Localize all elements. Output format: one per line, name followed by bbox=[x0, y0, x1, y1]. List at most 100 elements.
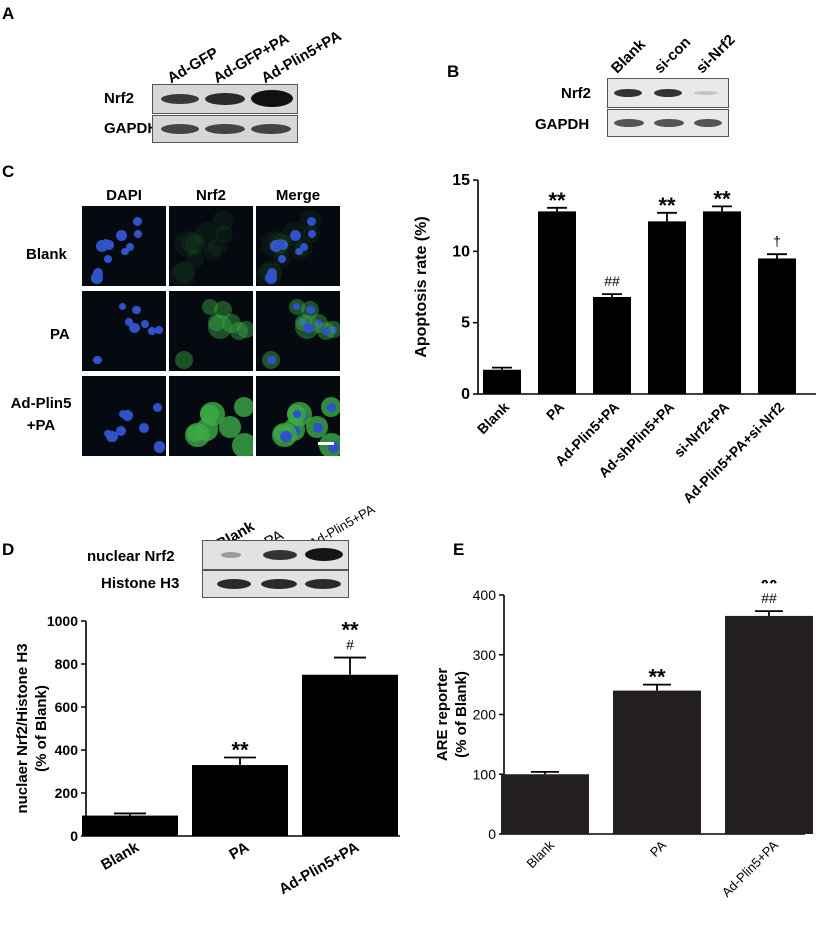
nucleus bbox=[106, 431, 118, 443]
nucleus bbox=[292, 302, 300, 310]
x-tick-label: PA bbox=[647, 837, 669, 859]
panel-c-col-nrf2: Nrf2 bbox=[195, 187, 226, 204]
cytoplasm-signal bbox=[214, 300, 233, 319]
panel-c-row-blank: Blank bbox=[26, 246, 67, 263]
nucleus bbox=[91, 272, 104, 284]
significance-mark: ** bbox=[341, 618, 359, 643]
x-tick-label: Ad-Plin5+PA bbox=[276, 839, 362, 898]
y-tick-label: 0 bbox=[461, 386, 470, 403]
panel-c-col-merge: Merge bbox=[275, 187, 321, 204]
nucleus bbox=[103, 255, 112, 263]
y-tick-label: 800 bbox=[55, 656, 79, 672]
panel-d-letter: D bbox=[2, 540, 15, 559]
bar bbox=[703, 211, 741, 394]
panel-c-letter: C bbox=[2, 162, 15, 181]
cytoplasm-signal bbox=[221, 313, 242, 334]
nucleus bbox=[115, 230, 127, 242]
panel-b-letter: B bbox=[447, 62, 460, 81]
micrograph-tile bbox=[82, 376, 166, 456]
nucleus bbox=[307, 229, 316, 238]
panel-e-letter: E bbox=[453, 540, 465, 559]
y-tick-label: 1000 bbox=[47, 613, 78, 629]
nucleus bbox=[289, 230, 301, 242]
panel-b-blot-nrf2 bbox=[607, 78, 729, 108]
micrograph-tile bbox=[169, 206, 253, 286]
significance-mark: # bbox=[346, 637, 354, 653]
significance-mark: ** bbox=[658, 193, 676, 218]
y-axis-title: nuclaer Nrf2/Histone H3 (% of Blank) bbox=[14, 643, 50, 813]
micrograph-tile bbox=[169, 291, 253, 371]
panel-b-row-gapdh: GAPDH bbox=[535, 116, 590, 133]
significance-mark: † bbox=[773, 233, 781, 249]
panel-d-row-nuclear-nrf2: nuclear Nrf2 bbox=[87, 548, 175, 565]
x-tick-label: Ad-Plin5+PA bbox=[719, 837, 782, 900]
nucleus bbox=[306, 216, 317, 227]
cytoplasm-signal bbox=[232, 432, 253, 456]
bar bbox=[192, 765, 288, 836]
nucleus bbox=[116, 425, 127, 436]
cytoplasm-signal bbox=[230, 322, 249, 341]
nucleus bbox=[155, 325, 164, 334]
nucleus bbox=[295, 247, 303, 256]
cytoplasm-signal bbox=[213, 210, 235, 232]
nucleus bbox=[280, 431, 292, 443]
nucleus bbox=[329, 325, 338, 334]
nucleus bbox=[100, 238, 111, 249]
significance-mark: ** bbox=[231, 738, 249, 763]
bar bbox=[501, 774, 589, 834]
nucleus bbox=[265, 272, 278, 284]
x-tick-label: Blank bbox=[474, 399, 512, 437]
cytoplasm-signal bbox=[204, 243, 221, 261]
bar bbox=[613, 690, 701, 834]
panel-a-row-nrf2: Nrf2 bbox=[104, 90, 135, 107]
nucleus bbox=[138, 422, 149, 433]
y-tick-label: 600 bbox=[55, 699, 79, 715]
micrograph-tile bbox=[256, 291, 340, 371]
nucleus bbox=[148, 327, 157, 336]
panel-c-col-dapi: DAPI bbox=[106, 187, 142, 204]
y-tick-label: 300 bbox=[473, 647, 497, 663]
nucleus bbox=[121, 410, 133, 422]
nucleus bbox=[306, 305, 315, 314]
micrograph-tile bbox=[82, 291, 166, 371]
significance-mark: ## bbox=[761, 590, 777, 606]
nucleus bbox=[303, 322, 314, 334]
significance-mark: ** bbox=[548, 188, 566, 213]
nucleus bbox=[121, 247, 129, 256]
micrograph-tile bbox=[169, 376, 253, 456]
nucleus bbox=[314, 319, 324, 329]
bar bbox=[758, 258, 796, 394]
nucleus bbox=[274, 238, 285, 249]
nucleus bbox=[125, 318, 133, 326]
cytoplasm-signal bbox=[184, 422, 210, 448]
cytoplasm-signal bbox=[237, 320, 253, 339]
y-tick-label: 0 bbox=[70, 828, 78, 844]
nucleus bbox=[326, 402, 337, 412]
bar bbox=[648, 221, 686, 394]
are-reporter-chart: 0 100 200 300 400 ARE reporter (% of Blank) Bla… bbox=[434, 580, 813, 900]
x-tick-label: Blank bbox=[524, 837, 558, 871]
y-axis-title: Apoptosis rate (%) bbox=[413, 216, 430, 357]
nucleus bbox=[133, 229, 142, 238]
scale-bar bbox=[318, 442, 334, 445]
panel-d-blot-nrf2 bbox=[202, 540, 349, 570]
micrograph-tile bbox=[256, 376, 340, 456]
cytoplasm-signal bbox=[208, 314, 232, 339]
panel-a-row-gapdh: GAPDH bbox=[104, 120, 159, 137]
x-tick-label: Ad-Plin5+PA+si-Nrf2 bbox=[680, 399, 788, 507]
y-tick-label: 100 bbox=[473, 766, 497, 782]
panel-b-lane-1: Blank bbox=[607, 36, 649, 77]
x-tick-label: PA bbox=[543, 399, 567, 423]
cytoplasm-signal bbox=[200, 404, 219, 424]
bar bbox=[483, 369, 521, 394]
y-tick-label: 200 bbox=[55, 785, 79, 801]
micrograph-tile bbox=[82, 206, 166, 286]
panel-c-row-pa: PA bbox=[50, 326, 70, 343]
cytoplasm-signal bbox=[181, 232, 203, 254]
nucleus bbox=[126, 243, 134, 252]
panel-b-lane-2: si-con bbox=[650, 33, 695, 77]
panel-d-blot-histone bbox=[202, 570, 349, 598]
nucleus bbox=[322, 327, 331, 336]
nucleus bbox=[132, 216, 143, 227]
significance-mark: ** bbox=[713, 186, 731, 211]
